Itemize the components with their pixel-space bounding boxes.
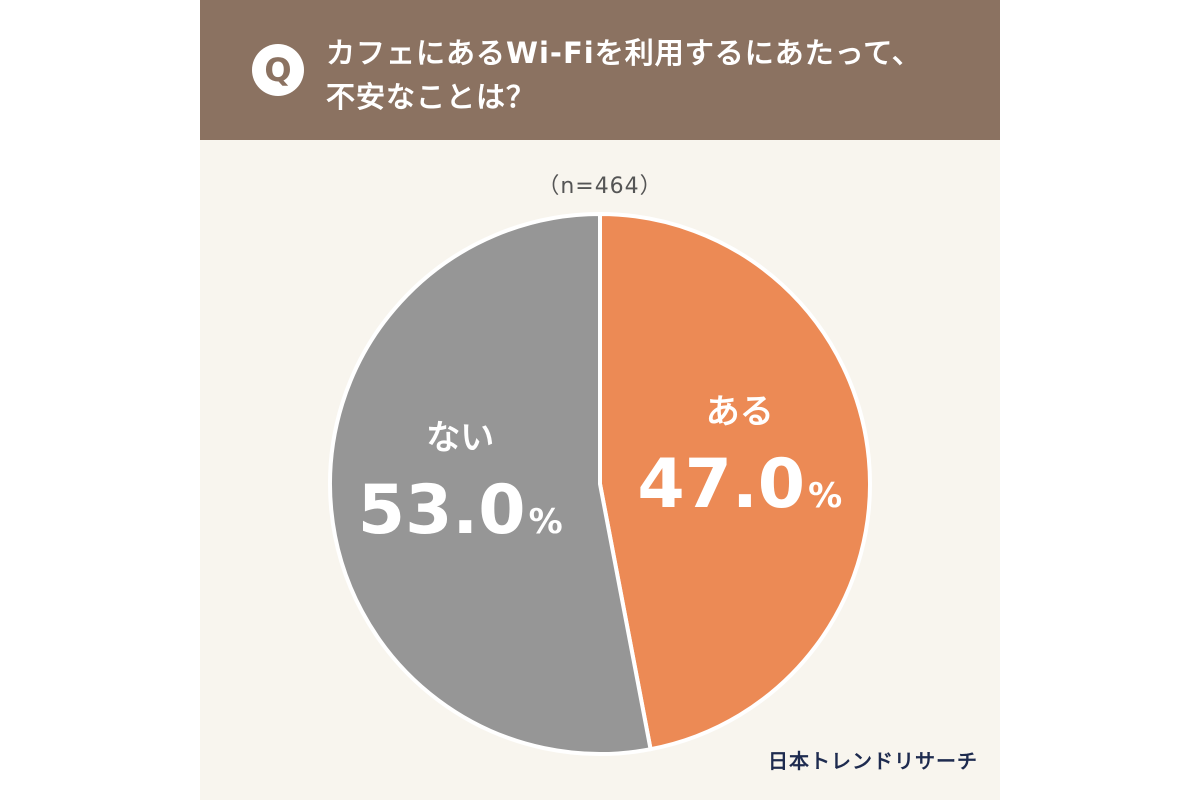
chart-card: Q カフェにあるWi-Fiを利用するにあたって、 不安なことは？ （n=464）… <box>200 0 1000 800</box>
brand-logo: 日本トレンドリサーチ <box>768 749 978 773</box>
pie-slice-0 <box>598 212 872 752</box>
slice-value-1: 53.0% <box>358 471 563 550</box>
sample-size-label: （n=464） <box>537 174 663 199</box>
pie-slice-1 <box>328 212 653 756</box>
pie-chart: ある 47.0% ない 53.0% <box>328 212 872 756</box>
question-header: Q カフェにあるWi-Fiを利用するにあたって、 不安なことは？ <box>200 0 1000 140</box>
question-badge: Q <box>252 44 304 96</box>
slice-label-1: ない <box>426 418 494 458</box>
slice-label-0: ある <box>706 392 774 432</box>
question-text-line1: カフェにあるWi-Fiを利用するにあたって、 <box>326 36 922 70</box>
slice-value-0: 47.0% <box>637 445 842 524</box>
question-text-line2: 不安なことは？ <box>326 80 537 114</box>
